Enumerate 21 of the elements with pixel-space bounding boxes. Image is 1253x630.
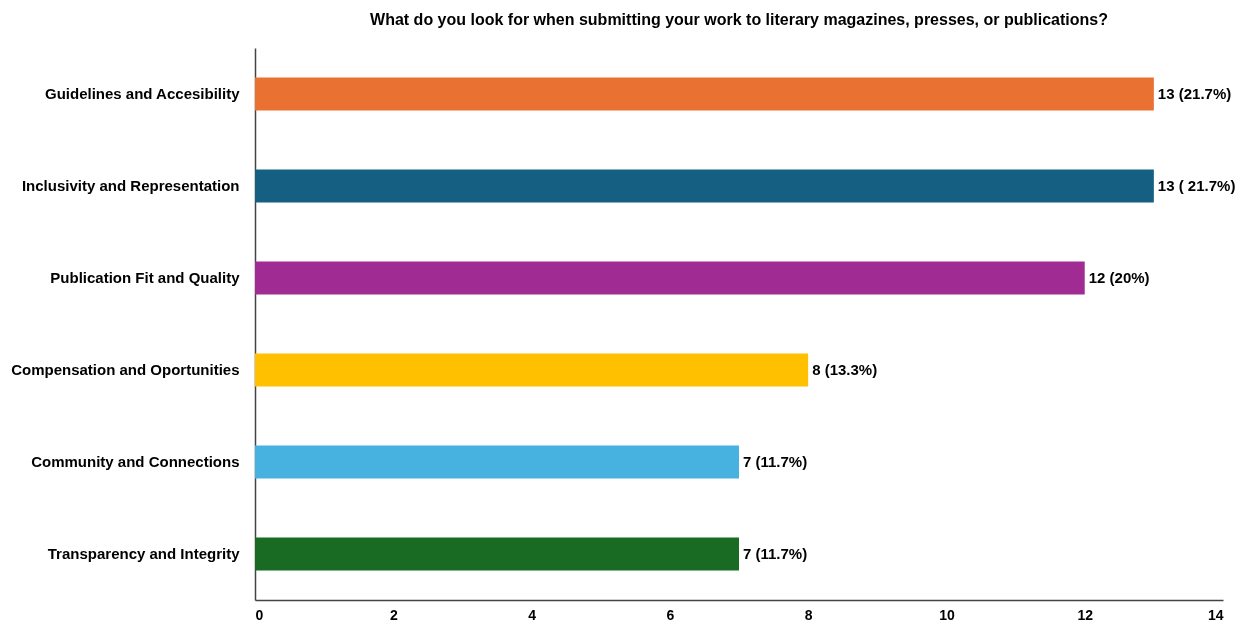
- x-tick-label: 12: [1077, 606, 1094, 623]
- data-label: 7 (11.7%): [743, 545, 808, 562]
- x-tick-label: 8: [804, 606, 813, 623]
- y-tick-label: Transparency and Integrity: [47, 545, 241, 562]
- x-tick-label: 4: [528, 606, 537, 623]
- y-tick-label: Publication Fit and Quality: [50, 269, 241, 286]
- x-tick-label: 6: [666, 606, 675, 623]
- x-tick-label: 10: [939, 606, 955, 623]
- y-tick-label: Community and Connections: [31, 453, 240, 470]
- x-tick-label: 2: [389, 606, 398, 623]
- data-label: 13 ( 21.7%): [1157, 177, 1236, 194]
- x-tick-label: 0: [255, 606, 264, 623]
- data-label: 13 (21.7%): [1157, 85, 1232, 102]
- y-tick-label: Compensation and Oportunities: [11, 361, 240, 378]
- y-tick-label: Inclusivity and Representation: [21, 177, 240, 194]
- chart-title: What do you look for when submitting your work to literary magazines, presses, or publications?: [370, 11, 1108, 28]
- y-tick-label: Guidelines and Accesibility: [44, 85, 241, 102]
- data-label: 12 (20%): [1088, 269, 1150, 286]
- data-label: 7 (11.7%): [743, 453, 808, 470]
- x-tick-label: 14: [1207, 606, 1224, 623]
- data-label: 8 (13.3%): [812, 361, 878, 378]
